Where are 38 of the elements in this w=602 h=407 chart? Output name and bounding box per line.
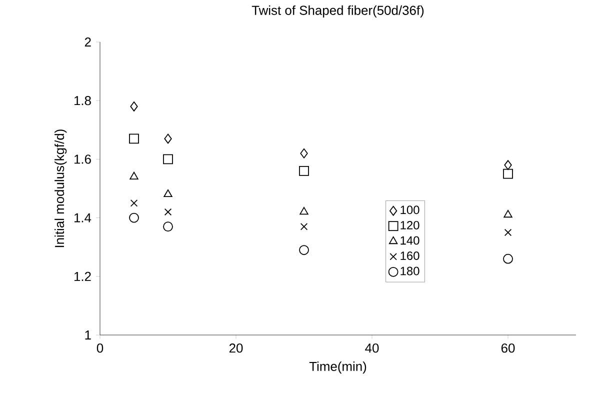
y-tick-label: 1.2 (74, 272, 91, 281)
point (300, 148, 308, 158)
point (504, 210, 512, 218)
point (129, 134, 139, 144)
legend-label: 180 (400, 266, 420, 276)
point (129, 212, 139, 223)
point (130, 102, 138, 112)
point (163, 154, 173, 164)
legend-label: 140 (400, 236, 420, 245)
y-tick-label: 2 (84, 37, 91, 47)
point (504, 228, 512, 236)
point (503, 168, 513, 179)
point (300, 206, 308, 215)
point (130, 200, 138, 207)
point (300, 222, 308, 230)
y-tick-label: 1.4 (74, 213, 92, 222)
legend-label: 160 (400, 252, 420, 260)
point (164, 189, 172, 198)
chart-title: Twist of Shaped fiber(50d/36f) (252, 5, 424, 18)
legend-label: 100 (400, 206, 420, 214)
x-tick-label: 20 (229, 344, 243, 353)
x-tick-label: 0 (96, 344, 104, 353)
y-tick-label: 1.6 (74, 154, 91, 164)
point (163, 222, 173, 232)
y-axis-title: Initial modulus(kgf/d) (54, 130, 67, 248)
point (299, 166, 309, 176)
point (164, 208, 172, 216)
x-axis-title: Time(min) (309, 362, 366, 374)
point (504, 160, 512, 170)
y-tick-label: 1.8 (74, 96, 91, 106)
x-tick-label: 60 (501, 344, 515, 353)
point (130, 172, 138, 180)
point (299, 245, 309, 255)
y-tick-label: 1 (85, 330, 91, 340)
legend-label: 120 (400, 220, 420, 230)
x-tick-label: 40 (365, 344, 379, 353)
point (503, 254, 513, 264)
point (164, 134, 172, 144)
